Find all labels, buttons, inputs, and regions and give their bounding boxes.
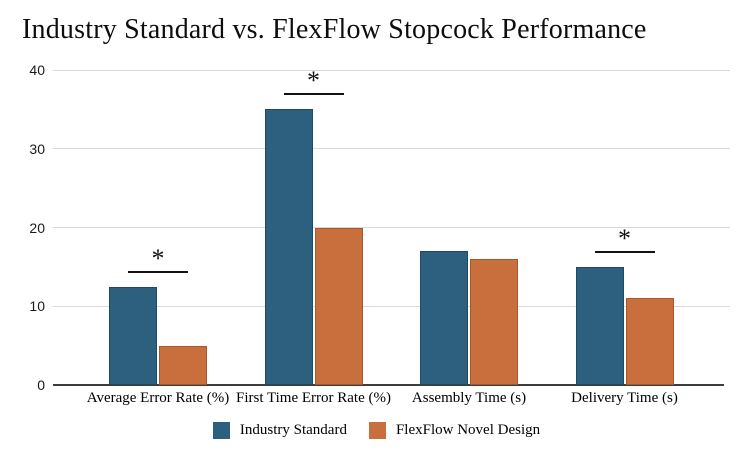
y-tick-label: 20: [29, 219, 45, 236]
bar-industry-standard: [575, 266, 624, 385]
bar-industry-standard: [420, 251, 468, 385]
bar-flexflow-novel-design: [314, 227, 363, 385]
bar-flexflow-novel-design: [625, 298, 674, 385]
legend-label: FlexFlow Novel Design: [395, 422, 541, 438]
chart-title: Industry Standard vs. FlexFlow Stopcock …: [22, 14, 647, 45]
significance-line: [128, 270, 188, 273]
y-tick-label: 10: [29, 298, 45, 315]
legend-item: FlexFlow Novel Design: [368, 422, 541, 439]
legend-swatch: [368, 422, 386, 439]
significance-asterisk: *: [151, 243, 165, 273]
x-category-label: First Time Error Rate (%): [236, 390, 391, 406]
x-category-label: Average Error Rate (%): [86, 390, 230, 406]
significance-line: [283, 93, 344, 96]
y-tick-label: 0: [37, 377, 45, 393]
x-axis-line: [53, 384, 724, 386]
bar-flexflow-novel-design: [159, 345, 207, 385]
significance-asterisk: *: [307, 66, 320, 96]
bar-industry-standard: [109, 286, 157, 385]
bar-flexflow-novel-design: [470, 259, 518, 385]
significance-line: [594, 250, 655, 253]
chart-legend: Industry Standard FlexFlow Novel Design: [0, 422, 753, 439]
legend-label: Industry Standard: [239, 422, 347, 438]
gridline: [53, 148, 730, 150]
gridline: [53, 305, 730, 307]
y-tick-label: 40: [29, 62, 45, 78]
legend-swatch: [212, 422, 230, 439]
bar-industry-standard: [264, 109, 313, 385]
x-category-label: Delivery Time (s): [571, 390, 678, 406]
gridline: [53, 69, 730, 71]
gridline: [53, 227, 730, 228]
y-tick-label: 30: [29, 140, 45, 157]
x-category-label: Assembly Time (s): [411, 390, 527, 406]
legend-item: Industry Standard: [212, 422, 347, 439]
significance-asterisk: *: [618, 223, 631, 253]
